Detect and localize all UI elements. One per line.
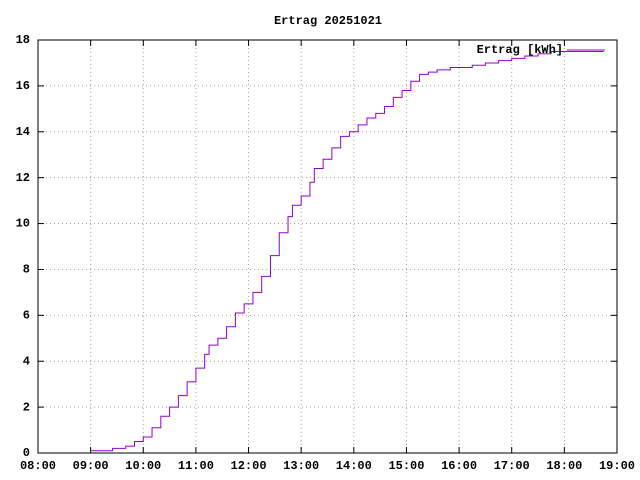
y-tick-label: 2 [23, 400, 30, 414]
legend-label: Ertrag [kWh] [477, 43, 563, 57]
x-tick-label: 08:00 [20, 459, 56, 473]
y-tick-label: 12 [16, 171, 30, 185]
x-tick-label: 16:00 [441, 459, 477, 473]
x-tick-label: 10:00 [125, 459, 161, 473]
y-tick-label: 0 [23, 446, 30, 460]
data-line [90, 50, 604, 452]
x-tick-label: 11:00 [178, 459, 214, 473]
x-tick-label: 09:00 [73, 459, 109, 473]
x-tick-label: 12:00 [231, 459, 267, 473]
y-tick-label: 6 [23, 309, 30, 323]
plot-frame [37, 39, 618, 454]
x-tick-label: 19:00 [599, 459, 635, 473]
y-tick-label: 10 [16, 217, 30, 231]
x-tick-label: 15:00 [388, 459, 424, 473]
x-tick-label: 14:00 [336, 459, 372, 473]
x-tick-label: 13:00 [283, 459, 319, 473]
y-tick-label: 14 [16, 125, 30, 139]
x-tick-label: 18:00 [546, 459, 582, 473]
x-tick-label: 17:00 [494, 459, 530, 473]
y-tick-label: 4 [23, 354, 30, 368]
chart-title: Ertrag 20251021 [274, 14, 382, 28]
y-tick-label: 16 [16, 79, 30, 93]
y-tick-label: 18 [16, 33, 30, 47]
y-tick-label: 8 [23, 263, 30, 277]
